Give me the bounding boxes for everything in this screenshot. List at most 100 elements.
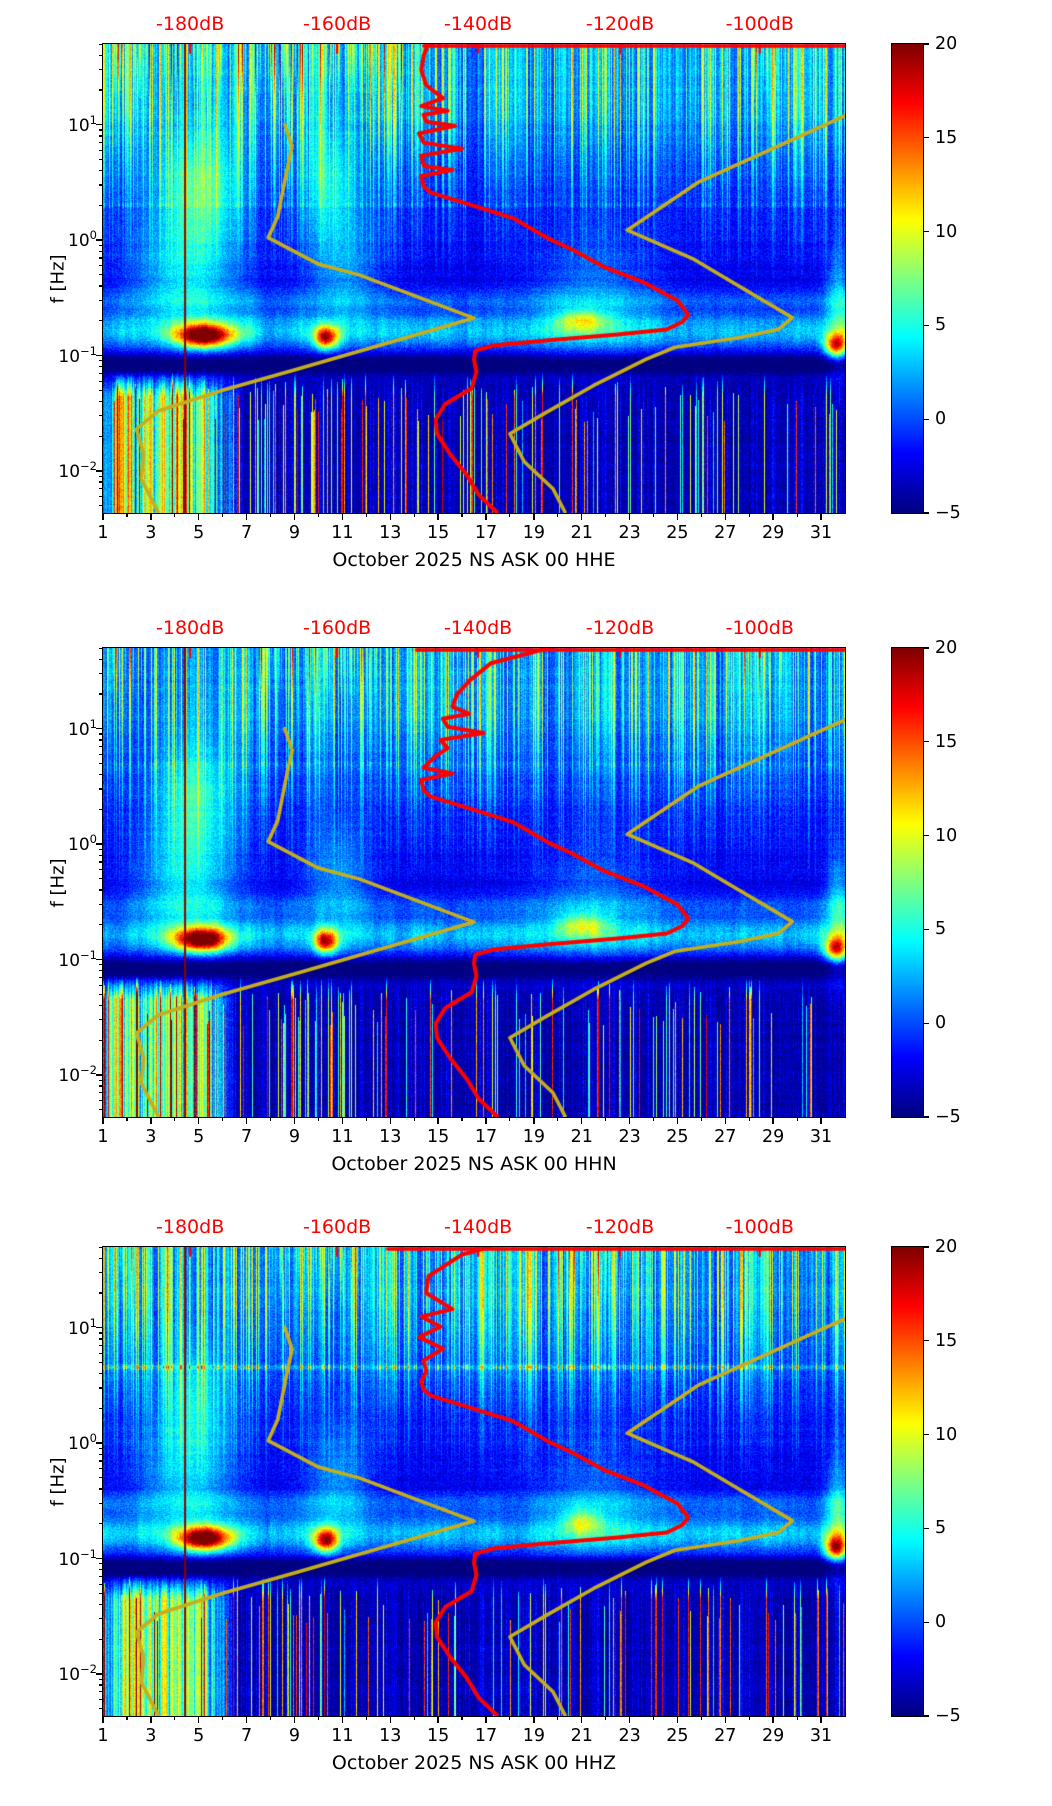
y-tick-minor: [99, 299, 103, 302]
x-tick-major: [533, 513, 535, 520]
colorbar-tick-label: 15: [935, 127, 958, 148]
y-tick-minor: [99, 372, 103, 374]
y-axis-label: f [Hz]: [47, 857, 69, 908]
y-tick-minor: [99, 1292, 103, 1294]
x-tick-major: [293, 1117, 296, 1124]
x-tick-label: 1: [97, 1726, 109, 1746]
y-tick-minor: [99, 1109, 103, 1111]
y-tick-minor: [99, 878, 103, 880]
y-tick-minor: [99, 320, 103, 322]
x-tick-minor: [461, 1117, 463, 1121]
top-axis-db-label: -160dB: [302, 617, 372, 639]
colorbar-tick: [923, 834, 929, 837]
y-tick-minor: [99, 1352, 103, 1354]
colorbar-tick-label: −5: [935, 1706, 961, 1726]
y-tick-minor: [99, 1575, 103, 1577]
x-tick-minor: [461, 1716, 463, 1720]
x-tick-label: 29: [762, 1127, 785, 1147]
y-tick-minor: [99, 360, 103, 362]
x-tick-label: 9: [288, 523, 301, 543]
y-tick-major: [96, 124, 103, 126]
x-tick-major: [293, 1716, 296, 1723]
colorbar-tick: [923, 1340, 929, 1342]
spectrogram-canvas-hhz: [103, 1247, 845, 1716]
colorbar-tick: [923, 928, 929, 931]
y-tick-label: 100: [68, 228, 97, 251]
x-tick-label: 15: [426, 1726, 450, 1746]
x-tick-major: [293, 513, 296, 520]
y-tick-minor: [99, 1698, 103, 1701]
subplot-hhe: f [Hz] October 2025 NS ASK 00 HHE residu…: [48, 13, 961, 571]
y-tick-minor: [99, 1079, 103, 1081]
y-tick-minor: [99, 149, 103, 151]
y-tick-label: 100: [68, 1431, 97, 1454]
y-tick-label: 10−1: [58, 1546, 97, 1570]
y-tick-minor: [99, 495, 103, 498]
y-tick-minor: [99, 1373, 103, 1375]
top-axis-db-label: -120dB: [585, 13, 655, 35]
colorbar-tick-label: 10: [935, 825, 958, 846]
y-tick-minor: [99, 848, 103, 850]
x-tick-label: 31: [809, 1726, 833, 1746]
x-tick-minor: [796, 513, 798, 517]
y-axis-label: f [Hz]: [47, 1456, 69, 1507]
x-tick-major: [389, 1716, 391, 1723]
x-tick-minor: [605, 1117, 607, 1121]
colorbar-tick: [923, 647, 929, 649]
x-tick-label: 17: [474, 1726, 498, 1746]
x-tick-label: 3: [145, 1127, 157, 1147]
y-tick-minor: [99, 135, 103, 137]
x-tick-minor: [700, 1716, 702, 1720]
x-tick-major: [150, 1117, 152, 1124]
colorbar: residual [dB] from average curve 2015105…: [891, 638, 961, 1127]
x-tick-label: 15: [426, 1127, 450, 1147]
y-tick-minor: [99, 1099, 103, 1102]
x-tick-label: 13: [379, 1726, 402, 1746]
y-tick-minor: [99, 1583, 103, 1585]
x-tick-major: [437, 1117, 439, 1124]
y-tick-minor: [99, 739, 103, 741]
x-tick-minor: [605, 1716, 607, 1720]
colorbar-tick-label: 5: [935, 919, 947, 940]
y-tick-minor: [99, 658, 103, 660]
y-tick-minor: [99, 129, 103, 131]
x-tick-minor: [700, 513, 702, 517]
y-tick-minor: [99, 89, 103, 91]
x-tick-major: [198, 1117, 200, 1124]
spectrogram-canvas-hhe: [103, 44, 845, 513]
colorbar-tick: [923, 1116, 929, 1118]
x-tick-minor: [269, 513, 272, 517]
x-axis-title: October 2025 NS ASK 00 HHZ: [331, 1752, 617, 1774]
y-tick-minor: [99, 1338, 103, 1340]
x-tick-minor: [748, 1716, 750, 1720]
x-tick-label: 25: [666, 523, 689, 543]
x-tick-major: [245, 1716, 248, 1723]
y-tick-minor: [99, 1488, 103, 1490]
x-tick-minor: [222, 1716, 224, 1720]
x-tick-label: 21: [570, 1726, 593, 1746]
colorbar-tick-label: 20: [935, 34, 958, 54]
colorbar-tick: [923, 1621, 929, 1623]
x-tick-label: 3: [145, 523, 157, 543]
y-tick-minor: [99, 753, 103, 755]
y-tick-minor: [99, 808, 103, 810]
y-tick-minor: [99, 244, 103, 246]
x-tick-major: [389, 513, 391, 520]
y-tick-minor: [99, 869, 103, 871]
x-tick-label: 15: [426, 523, 450, 543]
colorbar-tick: [923, 43, 929, 45]
y-tick-major: [96, 1442, 103, 1444]
y-axis-label: f [Hz]: [47, 253, 69, 304]
x-tick-major: [724, 513, 726, 520]
y-tick-minor: [99, 1638, 103, 1640]
colorbar-tick: [923, 324, 929, 327]
x-tick-label: 31: [809, 1127, 833, 1147]
y-tick-minor: [99, 861, 103, 863]
x-tick-major: [437, 513, 439, 520]
colorbar-tick: [923, 418, 929, 420]
subplot-hhz: f [Hz] October 2025 NS ASK 00 HHZ residu…: [48, 1216, 961, 1774]
x-tick-label: 13: [379, 1127, 402, 1147]
colorbar: residual [dB] from average curve 2015105…: [891, 1237, 961, 1726]
y-tick-minor: [99, 647, 103, 649]
y-tick-minor: [99, 435, 103, 437]
